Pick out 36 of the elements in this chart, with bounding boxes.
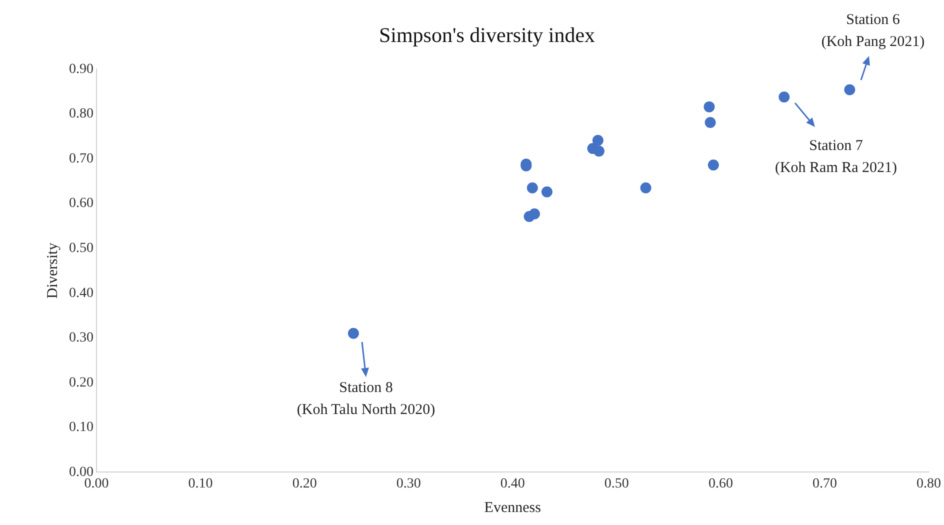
point bbox=[844, 84, 856, 96]
x-tick-label: 0.80 bbox=[916, 476, 941, 492]
y-tick-label: 0.10 bbox=[69, 420, 94, 436]
y-tick-label: 0.40 bbox=[69, 286, 94, 301]
point bbox=[704, 101, 715, 112]
text: Station 6 (Koh Pang 2021) bbox=[821, 12, 925, 50]
point bbox=[348, 328, 359, 339]
x-tick-label: 0.20 bbox=[292, 476, 317, 492]
point bbox=[526, 182, 538, 194]
y-axis-title: Diversity bbox=[44, 242, 61, 299]
point bbox=[704, 116, 716, 128]
point bbox=[640, 182, 652, 194]
y-tick-label: 0.90 bbox=[69, 62, 94, 77]
y-tick-label: 0.60 bbox=[69, 196, 94, 212]
x-tick-label: 0.40 bbox=[500, 476, 525, 492]
x-axis-title: Evenness bbox=[484, 500, 542, 516]
y-tick-label: 0.70 bbox=[69, 151, 94, 166]
y-tick-label: 0.20 bbox=[69, 375, 94, 390]
y-tick-label: 0.50 bbox=[69, 240, 94, 256]
point bbox=[592, 134, 604, 146]
x-tick-label: 0.10 bbox=[188, 476, 213, 492]
y-tick-label: 0.30 bbox=[69, 330, 94, 346]
annotation: Station 7 (Koh Ram Ra 2021) bbox=[774, 138, 898, 176]
point bbox=[593, 146, 604, 157]
x-tick-label: 0.70 bbox=[812, 476, 837, 492]
point bbox=[541, 186, 552, 198]
point bbox=[708, 160, 719, 171]
x-tick-label: 0.50 bbox=[604, 476, 629, 492]
x-tick-label: 0.60 bbox=[708, 476, 733, 492]
chart-title: Simpson's diversity index bbox=[378, 23, 596, 48]
point bbox=[778, 91, 790, 102]
y-tick-label: 0.80 bbox=[69, 106, 94, 122]
x-tick-label: 0.30 bbox=[396, 476, 421, 492]
annotation: Station 8 (Koh Talu North 2020) bbox=[296, 380, 436, 418]
point bbox=[528, 208, 540, 220]
x-tick-label: 0.00 bbox=[84, 476, 109, 492]
